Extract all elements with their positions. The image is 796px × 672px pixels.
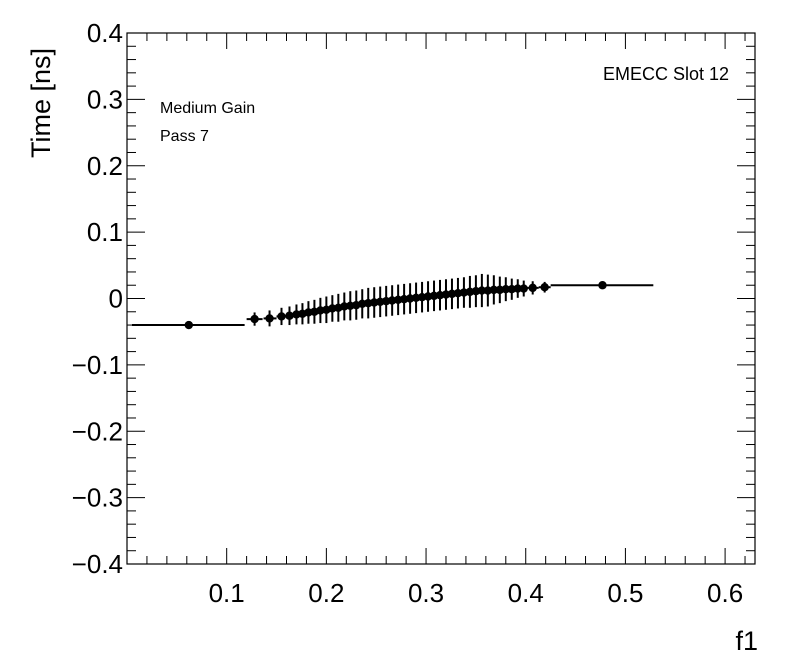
data-point — [538, 281, 551, 293]
x-tick-label: 0.6 — [707, 578, 743, 608]
y-tick-label: 0.4 — [87, 18, 123, 48]
y-tick-label: −0.2 — [72, 416, 123, 446]
data-point — [526, 281, 539, 295]
y-tick-label: 0.2 — [87, 151, 123, 181]
y-tick-label: −0.3 — [72, 483, 123, 513]
data-series — [131, 273, 654, 330]
x-tick-label: 0.5 — [607, 578, 643, 608]
point-marker — [501, 285, 510, 294]
y-tick-label: 0 — [109, 284, 123, 314]
point-marker — [528, 283, 537, 293]
point-marker — [277, 312, 286, 321]
data-point — [131, 320, 245, 330]
y-tick-label: 0.1 — [87, 217, 123, 247]
data-point — [489, 275, 499, 305]
x-tick-label: 0.2 — [308, 578, 344, 608]
annotation-gain: Medium Gain — [160, 100, 255, 117]
data-point — [550, 281, 654, 290]
y-tick-label: −0.4 — [72, 549, 123, 579]
plot-frame — [126, 32, 756, 565]
point-marker — [477, 286, 487, 295]
point-marker — [540, 283, 549, 292]
y-tick-label: −0.1 — [72, 350, 123, 380]
axis-ticks — [127, 32, 755, 565]
y-tick-label: 0.3 — [87, 84, 123, 114]
data-point — [316, 297, 325, 324]
point-marker — [285, 311, 294, 320]
x-tick-label: 0.4 — [508, 578, 544, 608]
annotation-slot: EMECC Slot 12 — [603, 64, 729, 84]
data-point — [285, 306, 294, 326]
data-point — [276, 307, 287, 326]
data-point — [519, 280, 528, 297]
point-marker — [265, 314, 274, 323]
data-point — [246, 312, 263, 326]
data-point — [471, 275, 481, 308]
x-tick-label: 0.1 — [209, 578, 245, 608]
point-marker — [184, 320, 194, 330]
point-marker — [513, 284, 522, 293]
data-point — [298, 303, 307, 325]
point-marker — [598, 281, 607, 290]
point-marker — [519, 284, 528, 293]
point-marker — [489, 285, 499, 295]
tick-labels: 0.1 0.2 0.3 0.4 0.5 0.6 0.4 0.3 0.2 0.1 0 −0.1 −0.2 −… — [72, 18, 744, 608]
data-point — [263, 310, 277, 327]
point-marker — [250, 314, 259, 324]
x-tick-label: 0.3 — [408, 578, 444, 608]
annotation-pass: Pass 7 — [160, 128, 209, 145]
y-axis-title: Time [ns] — [26, 48, 56, 158]
x-axis-title: f1 — [735, 626, 758, 656]
